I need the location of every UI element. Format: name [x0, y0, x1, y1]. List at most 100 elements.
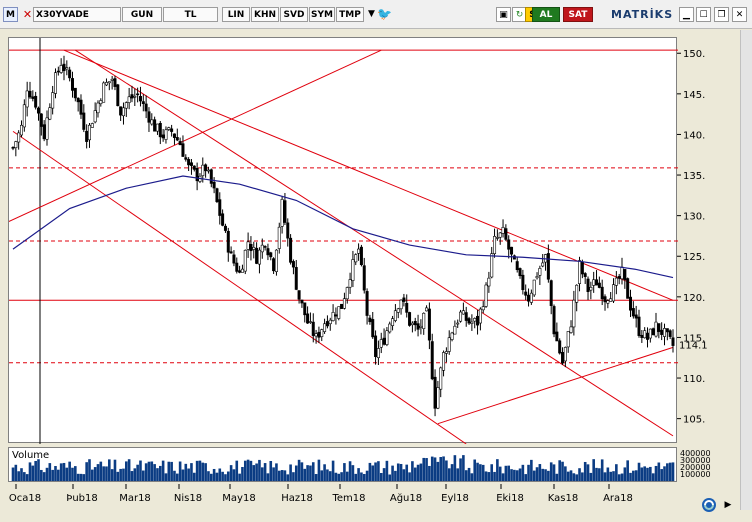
price-chart-area[interactable]	[1, 37, 678, 445]
candle-body	[155, 123, 159, 132]
candle-body	[484, 284, 488, 307]
currency-label: TL	[184, 10, 197, 20]
maximize-icon[interactable]: ☐	[696, 7, 711, 22]
candle-chart-button[interactable]: KHN	[251, 7, 279, 22]
period-button[interactable]: GUN	[122, 7, 162, 22]
candle-body	[481, 306, 485, 311]
volume-bar	[277, 470, 281, 481]
candle-body	[572, 299, 576, 328]
volume-bar	[362, 473, 366, 481]
candle-body	[586, 278, 590, 292]
volume-bar	[447, 468, 451, 481]
candle-body	[427, 308, 431, 341]
candle-body	[308, 321, 312, 323]
volume-bar	[294, 465, 298, 481]
volume-bar	[643, 466, 646, 481]
volume-bar	[79, 473, 83, 481]
candle-body	[229, 251, 233, 254]
vertical-scrollbar[interactable]	[740, 30, 752, 510]
candle-body	[654, 321, 658, 337]
volume-bar	[201, 462, 205, 481]
restore-icon[interactable]: ❐	[714, 7, 729, 22]
volume-bar	[371, 465, 375, 481]
candle-body	[48, 107, 52, 120]
volume-bar	[23, 472, 26, 481]
line-chart-button[interactable]: LIN	[222, 7, 250, 22]
volume-bar	[598, 468, 601, 481]
candle-body	[578, 260, 582, 284]
volume-bar	[518, 468, 522, 481]
volume-bar	[57, 469, 60, 481]
symbol-button[interactable]: SYM	[309, 7, 335, 22]
candle-body	[56, 70, 60, 73]
candle-body	[36, 107, 40, 114]
sell-button[interactable]: SAT	[563, 7, 593, 22]
candle-body	[348, 279, 352, 288]
twitter-icon[interactable]: 🐦	[377, 7, 392, 21]
volume-chart-area[interactable]: Volume	[8, 447, 677, 482]
sync-icon[interactable]	[700, 496, 718, 514]
candle-body	[164, 129, 168, 140]
candle-body	[266, 248, 270, 256]
currency-button[interactable]: TL	[163, 7, 218, 22]
candle-body	[53, 72, 57, 94]
candle-body	[430, 341, 434, 380]
volume-bar	[40, 469, 43, 481]
candle-body	[65, 67, 69, 70]
buy-button[interactable]: AL	[532, 7, 560, 22]
volume-bar	[422, 457, 426, 481]
volume-bar	[153, 464, 156, 481]
volume-bar	[476, 462, 479, 481]
volume-bar	[164, 473, 168, 481]
candle-body	[96, 102, 100, 114]
minimize-icon[interactable]: ▁	[679, 7, 694, 22]
volume-bar	[464, 470, 468, 481]
volume-bar	[490, 464, 494, 481]
candle-body	[82, 112, 86, 130]
volume-bar	[484, 471, 488, 481]
volume-bar	[150, 461, 154, 481]
date-tick-label: Eki18	[496, 493, 524, 504]
close-symbol-icon[interactable]: ✕	[22, 8, 33, 21]
candle-body	[124, 102, 128, 109]
template-button[interactable]: TMP	[336, 7, 364, 22]
volume-bar	[595, 467, 598, 481]
candle-body	[150, 119, 154, 125]
volume-bar	[453, 455, 457, 481]
candle-body	[172, 133, 176, 138]
symbol-selector[interactable]: X30YVADE	[33, 7, 121, 22]
candle-body	[121, 107, 125, 117]
scroll-right-icon[interactable]: ▶	[724, 500, 732, 510]
menu-button[interactable]: M	[3, 7, 18, 22]
close-window-icon[interactable]: ✕	[732, 7, 747, 22]
volume-bar	[603, 472, 607, 481]
candle-body	[263, 246, 267, 248]
volume-bar	[442, 456, 445, 481]
price-tick-label: 140.	[683, 130, 705, 141]
volume-bar	[76, 473, 80, 481]
candle-body	[243, 249, 247, 272]
candle-body	[422, 312, 426, 329]
volume-bar	[379, 472, 383, 481]
candle-body	[328, 319, 332, 325]
symbol-button-label: SYM	[311, 10, 333, 20]
candle-body	[351, 259, 355, 281]
volume-bar	[510, 469, 513, 481]
candle-body	[291, 261, 295, 268]
volume-bar	[513, 469, 516, 481]
candle-body	[79, 99, 83, 115]
volume-bar	[161, 460, 165, 481]
volume-bar	[48, 463, 52, 481]
candle-body	[524, 291, 528, 296]
volume-bar	[59, 463, 63, 481]
candle-body	[354, 254, 358, 263]
dropdown-arrow-icon[interactable]: ▼	[368, 9, 375, 19]
candle-body	[116, 84, 120, 107]
candle-body	[147, 111, 151, 123]
date-tick-label: Þub18	[66, 493, 97, 504]
volume-button[interactable]: SVD	[280, 7, 308, 22]
print-icon[interactable]: ▣	[496, 7, 511, 22]
date-tick-label: Haz18	[281, 493, 313, 504]
refresh-icon[interactable]: ↻	[512, 7, 527, 22]
volume-bar	[632, 470, 635, 481]
